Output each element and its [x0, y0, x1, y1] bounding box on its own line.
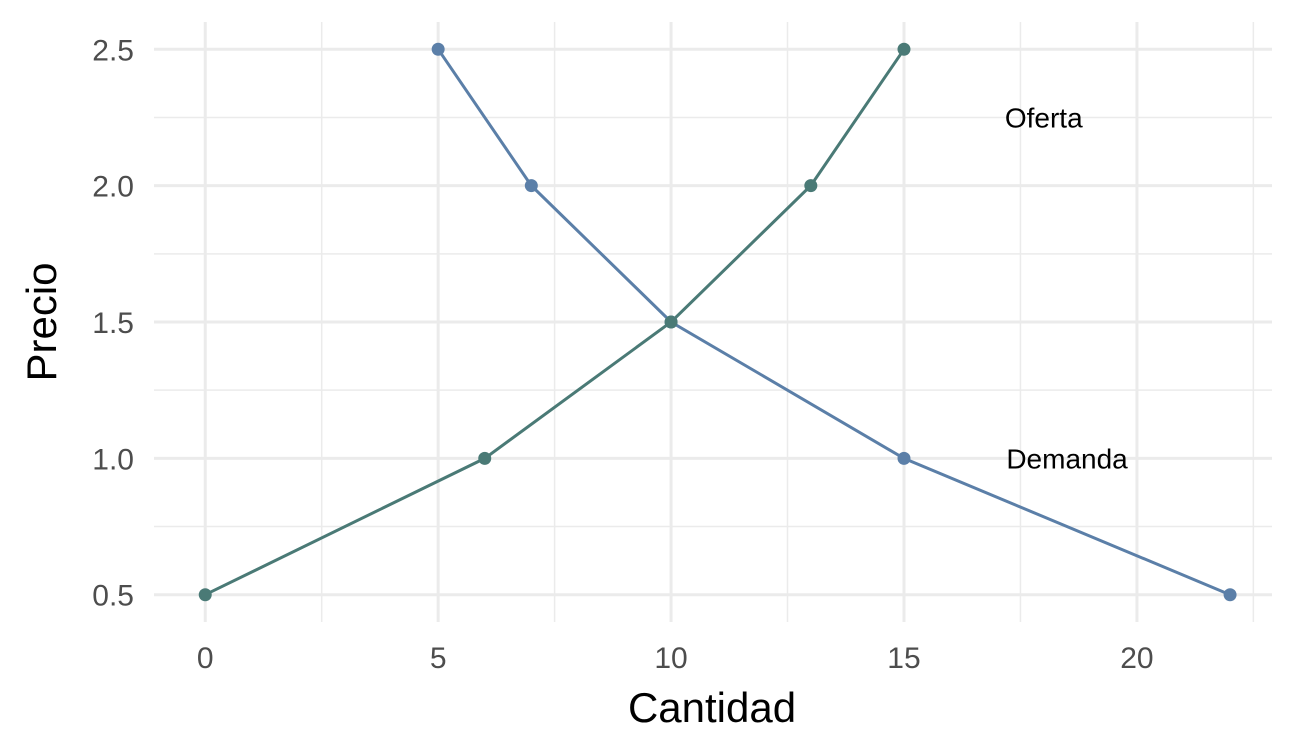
supply-point-2	[664, 315, 678, 329]
demand-point-4	[1223, 588, 1237, 602]
supply-point-1	[478, 451, 492, 465]
supply-point-4	[897, 42, 911, 56]
supply-point-0	[198, 588, 212, 602]
y-tick-label-0: 0.5	[92, 580, 134, 613]
x-tick-label-2: 10	[654, 642, 687, 675]
y-tick-label-4: 2.5	[92, 34, 134, 67]
annotation-1: Demanda	[1006, 443, 1128, 474]
supply-point-3	[804, 179, 818, 193]
annotations: Oferta Demanda	[1005, 102, 1128, 474]
annotation-0: Oferta	[1005, 102, 1083, 133]
grid	[154, 22, 1272, 622]
demand-point-0	[431, 42, 445, 56]
x-tick-label-3: 15	[887, 642, 920, 675]
y-tick-label-1: 1.0	[92, 443, 134, 476]
x-tick-label-0: 0	[197, 642, 214, 675]
y-tick-label-2: 1.5	[92, 307, 134, 340]
y-axis-title: Precio	[18, 262, 65, 381]
x-axis-title: Cantidad	[628, 684, 796, 731]
x-tick-label-1: 5	[430, 642, 447, 675]
demand-point-1	[524, 179, 538, 193]
tick-labels: 0 5 10 15 20 0.5 1.0 1.5 2.0 2.5	[92, 34, 1153, 675]
demand-point-3	[897, 451, 911, 465]
y-tick-label-3: 2.0	[92, 171, 134, 204]
x-tick-label-4: 20	[1120, 642, 1153, 675]
series-points	[198, 42, 1237, 602]
